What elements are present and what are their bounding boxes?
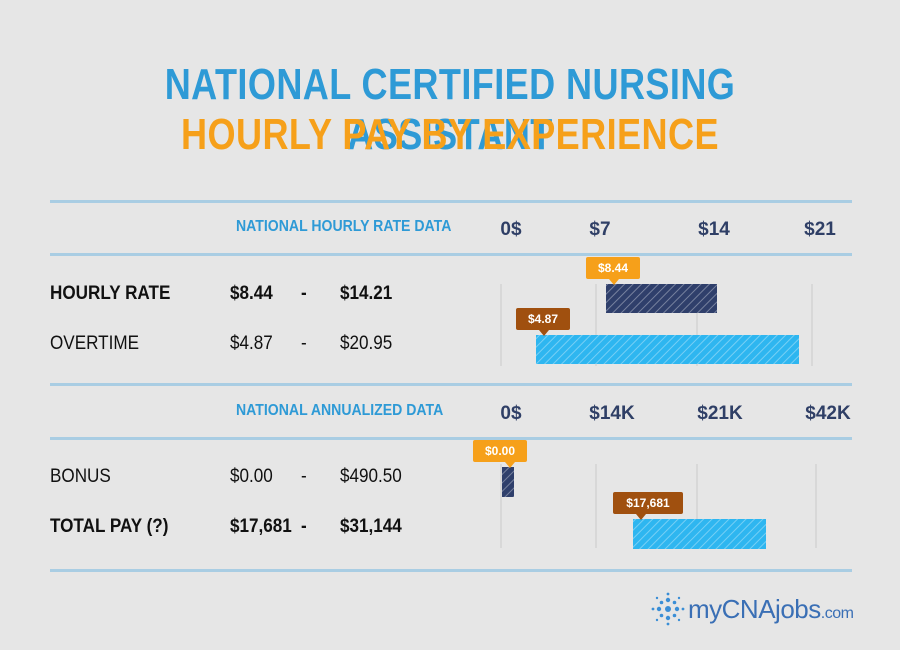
callout-box-total-pay xyxy=(613,492,683,514)
brand-suffix: .com xyxy=(820,604,854,622)
row-label-total-pay: TOTAL PAY (?) xyxy=(50,516,169,537)
row-dash-total-pay: - xyxy=(301,516,307,537)
callout-label-overtime: $4.87 xyxy=(528,312,558,326)
hourly-tick-0: 0$ xyxy=(500,219,522,240)
bar-hatch-total-pay xyxy=(633,519,766,549)
callout-total-pay: $17,681 xyxy=(613,492,683,520)
annual-tick-1: $14K xyxy=(589,403,635,424)
hourly-tick-2: $14 xyxy=(698,219,730,240)
row-label-hourly-rate: HOURLY RATE xyxy=(50,283,171,304)
bar-hatch-overtime xyxy=(536,335,799,364)
callout-overtime: $4.87 xyxy=(516,308,570,336)
row-dash-overtime: - xyxy=(301,333,307,354)
row-low-hourly-rate: $8.44 xyxy=(230,283,273,304)
row-low-overtime: $4.87 xyxy=(230,333,273,354)
row-high-overtime: $20.95 xyxy=(340,333,393,354)
callout-label-bonus: $0.00 xyxy=(485,444,515,458)
row-high-total-pay: $31,144 xyxy=(340,516,402,537)
callout-hourly-rate: $8.44 xyxy=(586,257,640,285)
row-dash-hourly-rate: - xyxy=(301,283,307,304)
annual-tick-2: $21K xyxy=(697,403,743,424)
divider-hourly-header xyxy=(50,253,852,256)
callout-box-bonus xyxy=(473,440,527,462)
callout-bonus: $0.00 xyxy=(473,440,527,468)
row-label-bonus: BONUS xyxy=(50,466,111,487)
annual-section-header: NATIONAL ANNUALIZED DATA xyxy=(236,402,444,419)
row-label-overtime: OVERTIME xyxy=(50,333,140,354)
callout-pointer-hourly-rate xyxy=(609,279,619,285)
divider-top xyxy=(50,200,852,203)
hourly-tick-1: $7 xyxy=(589,219,611,240)
row-low-bonus: $0.00 xyxy=(230,466,273,487)
bar-hatch-bonus xyxy=(502,467,514,497)
callout-label-hourly-rate: $8.44 xyxy=(598,261,628,275)
row-low-total-pay: $17,681 xyxy=(230,516,292,537)
brand-logo: myCNAjobs.com xyxy=(648,592,854,626)
divider-middle xyxy=(50,383,852,386)
brand-name: myCNAjobs.com xyxy=(688,593,854,625)
brand-logo-icon xyxy=(651,592,685,626)
page-subtitle: HOURLY PAY BY EXPERIENCE xyxy=(181,110,719,159)
brand-name-text: myCNAjobs xyxy=(688,593,821,624)
callout-label-total-pay: $17,681 xyxy=(626,496,670,510)
row-dash-bonus: - xyxy=(301,466,307,487)
bar-hatch-hourly-rate xyxy=(606,284,717,313)
row-high-bonus: $490.50 xyxy=(340,466,402,487)
annual-tick-3: $42K xyxy=(805,403,851,424)
divider-bottom xyxy=(50,569,852,572)
hourly-tick-3: $21 xyxy=(804,219,836,240)
callout-box-hourly-rate xyxy=(586,257,640,279)
callout-box-overtime xyxy=(516,308,570,330)
callout-pointer-overtime xyxy=(539,330,549,336)
page-title: NATIONAL CERTIFIED NURSING ASSISTANT xyxy=(164,60,736,159)
row-high-hourly-rate: $14.21 xyxy=(340,283,393,304)
annual-tick-0: 0$ xyxy=(500,403,522,424)
callout-pointer-bonus xyxy=(505,462,515,468)
callout-pointer-total-pay xyxy=(636,514,646,520)
divider-annual-header xyxy=(50,437,852,440)
hourly-section-header: NATIONAL HOURLY RATE DATA xyxy=(236,218,452,235)
